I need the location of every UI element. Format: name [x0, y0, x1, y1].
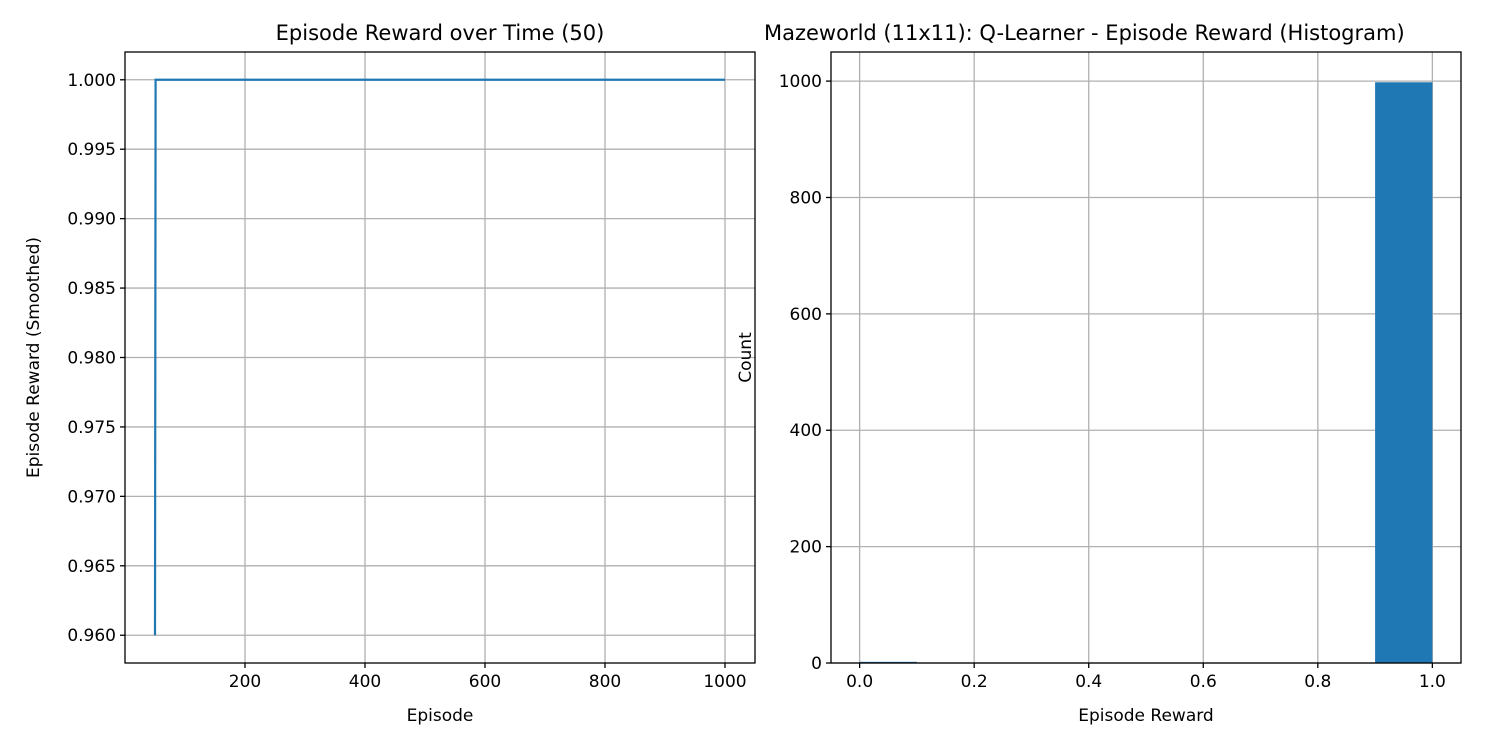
- histogram-ytick-label: 0: [811, 654, 822, 674]
- line-chart-ytick-label: 0.975: [67, 418, 116, 438]
- histogram-xtick-label: 0.2: [961, 672, 988, 692]
- histogram-ytick-label: 800: [790, 188, 822, 208]
- line-chart-xtick-label: 1000: [703, 672, 746, 692]
- histogram-xlabel: Episode Reward: [1078, 706, 1213, 726]
- line-chart-ytick-label: 0.995: [67, 140, 116, 160]
- line-series: [153, 78, 725, 636]
- histogram-xtick-label: 0.0: [846, 672, 873, 692]
- histogram-ytick-label: 600: [790, 305, 822, 325]
- histogram-xtick-label: 1.0: [1419, 672, 1446, 692]
- histogram-ticks: 0.0 0.2 0.4 0.6 0.8 1.0 0 200 400 600 800 1000: [779, 72, 1446, 692]
- line-chart-grid: [125, 52, 755, 663]
- line-chart-ytick-label: 0.985: [67, 279, 116, 299]
- histogram-title: Mazeworld (11x11): Q-Learner - Episode R…: [764, 21, 1405, 45]
- line-chart-ytick-label: 0.960: [67, 626, 116, 646]
- line-chart-xtick-label: 600: [469, 672, 501, 692]
- histogram-panel: 0.0 0.2 0.4 0.6 0.8 1.0 0 200 400 600 800 1000 Maze…: [736, 21, 1462, 726]
- histogram-xtick-label: 0.4: [1075, 672, 1102, 692]
- line-chart-xtick-label: 400: [349, 672, 381, 692]
- histogram-grid: [831, 52, 1461, 664]
- line-chart-ytick-label: 0.965: [67, 557, 116, 577]
- line-chart-ytick-label: 0.980: [67, 349, 116, 369]
- line-chart-title: Episode Reward over Time (50): [276, 21, 605, 45]
- line-chart-ylabel: Episode Reward (Smoothed): [24, 237, 44, 478]
- histogram-ytick-label: 400: [790, 421, 822, 441]
- line-chart-xtick-label: 800: [589, 672, 621, 692]
- histogram-xtick-label: 0.8: [1304, 672, 1331, 692]
- histogram-frame: [830, 51, 1462, 664]
- line-chart-ticks: 200 400 600 800 1000 0.960 0.965 0.970 0.975 0.98…: [67, 71, 746, 692]
- histogram-ytick-label: 1000: [779, 72, 822, 92]
- line-chart-panel: 200 400 600 800 1000 0.960 0.965 0.970 0.975 0.98…: [24, 21, 756, 726]
- histogram-ylabel: Count: [736, 332, 756, 383]
- histogram-marks: [859, 82, 1433, 664]
- histogram-xtick-label: 0.6: [1190, 672, 1217, 692]
- line-chart-ytick-label: 0.970: [67, 487, 116, 507]
- histogram-ytick-label: 200: [790, 538, 822, 558]
- histogram-bar: [1375, 82, 1433, 664]
- line-chart-ytick-label: 1.000: [67, 71, 116, 91]
- line-chart-marks: [153, 78, 725, 636]
- line-chart-xlabel: Episode: [407, 706, 474, 726]
- line-chart-ytick-label: 0.990: [67, 210, 116, 230]
- line-chart-xtick-label: 200: [229, 672, 261, 692]
